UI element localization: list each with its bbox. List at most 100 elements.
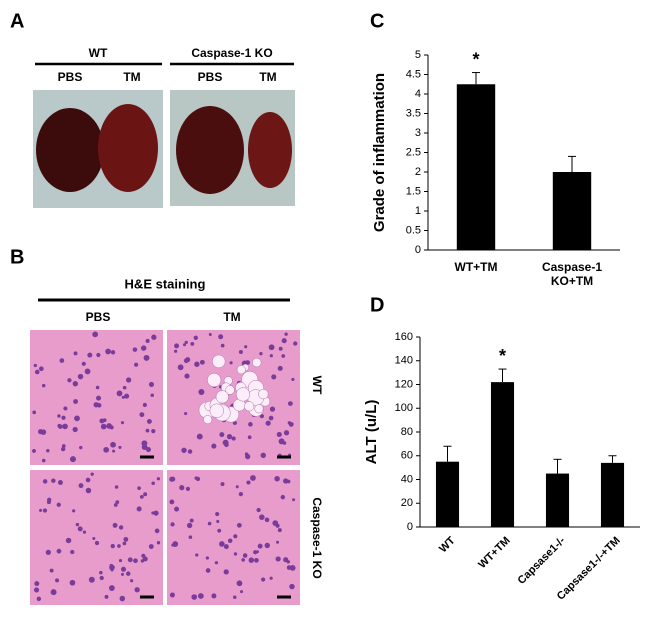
vacuole xyxy=(236,365,246,375)
nucleus xyxy=(259,514,265,520)
nucleus xyxy=(236,522,242,528)
y-tick-label: 120 xyxy=(395,378,413,390)
nucleus xyxy=(148,381,155,387)
nucleus xyxy=(211,443,217,449)
nucleus xyxy=(259,351,263,356)
nucleus xyxy=(120,572,124,576)
nucleus xyxy=(142,556,148,562)
y-tick-label: 100 xyxy=(395,402,413,414)
nucleus xyxy=(50,589,57,596)
bar xyxy=(545,473,570,527)
nucleus xyxy=(235,485,239,489)
nucleus xyxy=(95,385,100,390)
nucleus xyxy=(70,549,75,555)
nucleus xyxy=(274,475,280,482)
nucleus xyxy=(119,595,126,602)
y-axis-label: Grade of inflammation xyxy=(371,73,388,232)
nucleus xyxy=(85,487,92,494)
nucleus xyxy=(118,525,124,530)
liver-photo xyxy=(170,90,295,206)
nucleus xyxy=(117,544,121,548)
nucleus xyxy=(110,350,116,355)
nucleus xyxy=(110,568,114,572)
nucleus xyxy=(42,479,48,484)
column-label: TM xyxy=(223,310,240,324)
nucleus xyxy=(183,343,187,347)
nucleus xyxy=(268,344,275,351)
nucleus xyxy=(146,418,152,424)
nucleus xyxy=(195,553,199,557)
nucleus xyxy=(61,415,66,420)
nucleus xyxy=(36,596,42,602)
histology-tile xyxy=(30,470,163,605)
nucleus xyxy=(231,436,236,441)
nucleus xyxy=(56,548,62,554)
nucleus xyxy=(284,332,288,336)
vacuole xyxy=(244,401,255,412)
nucleus xyxy=(169,499,175,505)
nucleus xyxy=(291,377,295,382)
error-bar xyxy=(443,445,452,462)
vacuole xyxy=(209,403,224,418)
nucleus xyxy=(265,420,271,426)
nucleus xyxy=(214,561,219,565)
nucleus xyxy=(253,550,258,555)
nucleus xyxy=(145,428,150,433)
histology-tile xyxy=(167,330,300,465)
nucleus xyxy=(126,377,132,383)
nucleus xyxy=(134,587,140,593)
bar xyxy=(490,382,515,527)
nucleus xyxy=(143,492,148,497)
nucleus xyxy=(283,430,290,436)
nucleus xyxy=(171,543,175,547)
error-bar xyxy=(568,155,576,172)
nucleus xyxy=(250,475,256,481)
nucleus xyxy=(269,354,273,358)
nucleus xyxy=(49,568,54,573)
y-tick-label: 4.5 xyxy=(406,68,421,80)
y-tick-label: 0 xyxy=(407,521,413,533)
x-tick-label: WT xyxy=(437,534,458,555)
nucleus xyxy=(114,485,119,489)
nucleus xyxy=(260,577,266,582)
nucleus xyxy=(124,393,130,399)
nucleus xyxy=(220,482,225,487)
nucleus xyxy=(218,334,224,340)
bar xyxy=(552,172,592,250)
nucleus xyxy=(41,458,46,463)
nucleus xyxy=(198,388,205,395)
nucleus xyxy=(205,556,209,560)
nucleus xyxy=(224,442,229,448)
nucleus xyxy=(72,426,78,433)
error-bar xyxy=(608,455,617,463)
nucleus xyxy=(136,506,142,512)
nucleus xyxy=(63,406,68,411)
nucleus xyxy=(248,557,255,563)
nucleus xyxy=(145,338,150,344)
nucleus xyxy=(233,595,237,600)
y-tick-label: 40 xyxy=(401,473,413,485)
vacuole xyxy=(252,357,262,368)
nucleus xyxy=(113,503,118,507)
vacuole xyxy=(203,415,213,425)
row-label: Caspase-1 KO xyxy=(310,497,324,578)
y-tick-label: 140 xyxy=(395,355,413,367)
vacuole xyxy=(235,387,251,402)
x-tick-label: Capsase1-/- xyxy=(516,534,568,586)
nucleus xyxy=(187,449,193,454)
nucleus xyxy=(72,509,76,513)
nucleus xyxy=(108,585,115,591)
nucleus xyxy=(287,401,293,406)
nucleus xyxy=(216,519,220,524)
nucleus xyxy=(148,544,154,549)
nucleus xyxy=(275,556,281,562)
nucleus xyxy=(95,395,102,401)
nucleus xyxy=(226,434,233,440)
y-tick-label: 3.5 xyxy=(406,107,421,119)
nucleus xyxy=(280,494,286,500)
nucleus xyxy=(286,560,291,564)
nucleus xyxy=(215,511,220,517)
nucleus xyxy=(288,421,294,427)
nucleus xyxy=(77,373,84,380)
nucleus xyxy=(118,559,123,563)
